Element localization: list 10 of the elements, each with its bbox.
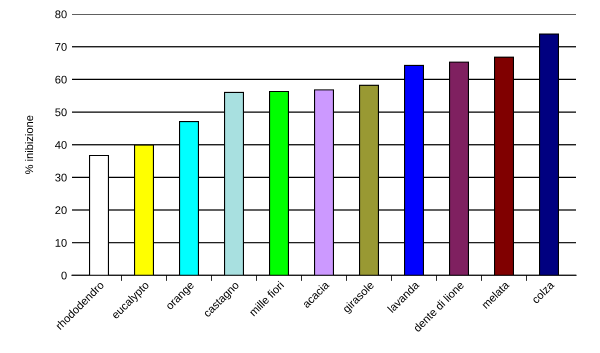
y-tick-label: 40: [55, 140, 67, 149]
y-tick-label: 10: [56, 238, 67, 247]
y-tick-label: 80: [55, 10, 67, 18]
y-tick-label: 0: [61, 272, 67, 280]
y-tick-label: 20: [55, 206, 67, 214]
y-tick-label: 60: [55, 76, 67, 84]
y-tick-label: 50: [55, 108, 67, 116]
y-tick-label: 30: [55, 174, 67, 182]
y-axis-title: % inibizione: [24, 116, 34, 174]
y-tick-label: 70: [55, 43, 67, 51]
